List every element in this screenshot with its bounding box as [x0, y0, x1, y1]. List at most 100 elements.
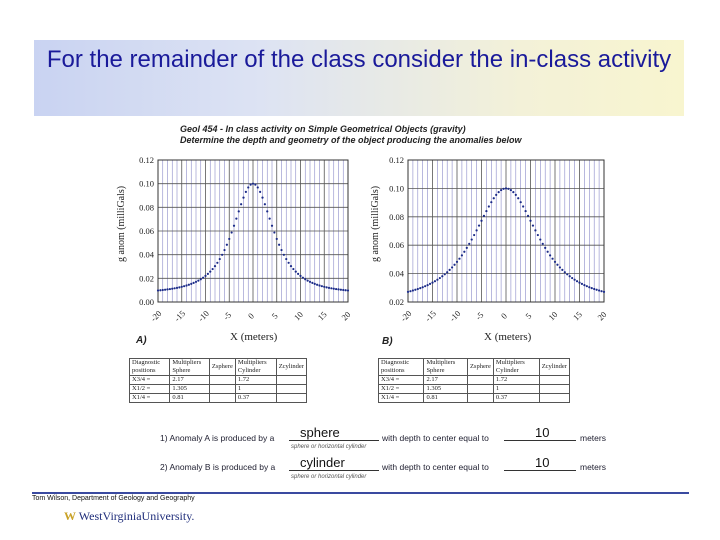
table-cell[interactable]	[275, 393, 308, 403]
table-cell: X1/4 =	[128, 393, 171, 403]
data-point	[593, 287, 596, 291]
data-point	[259, 190, 262, 194]
chart-a-panel-label: A)	[136, 335, 147, 346]
data-point	[339, 288, 342, 291]
data-point	[602, 290, 606, 293]
data-point	[463, 250, 466, 253]
data-point	[175, 286, 179, 289]
answer-b-type-blank[interactable]	[289, 470, 379, 471]
data-point	[313, 282, 316, 285]
data-point	[519, 201, 522, 204]
data-point	[346, 289, 350, 292]
x-tick-label: -10	[447, 308, 462, 323]
data-point	[465, 246, 468, 250]
table-cell[interactable]	[466, 375, 494, 385]
data-point	[580, 282, 584, 285]
data-point	[180, 285, 183, 288]
data-point	[426, 283, 429, 287]
data-point	[571, 276, 574, 280]
table-cell[interactable]	[208, 393, 236, 403]
data-point	[285, 257, 288, 261]
data-point	[211, 267, 214, 271]
table-cell[interactable]	[538, 375, 571, 385]
data-point	[546, 250, 549, 253]
data-point	[311, 281, 314, 285]
data-point	[204, 274, 207, 278]
data-point	[551, 257, 554, 260]
data-point	[455, 260, 459, 263]
data-point	[263, 203, 266, 206]
answer-b-depth-blank[interactable]	[504, 470, 576, 471]
data-point	[512, 191, 515, 194]
data-point	[289, 265, 293, 268]
data-point	[424, 285, 427, 288]
data-point	[202, 276, 205, 279]
data-point	[199, 278, 202, 281]
university-logo: W WestVirginiaUniversity.	[64, 509, 194, 524]
data-point	[600, 290, 603, 293]
data-point	[578, 281, 581, 284]
table-cell[interactable]	[208, 375, 236, 385]
data-point	[232, 224, 236, 227]
table-cell[interactable]	[275, 384, 308, 394]
table-cell[interactable]	[538, 393, 571, 403]
data-point	[292, 267, 295, 271]
data-point	[251, 182, 255, 185]
data-point	[590, 287, 593, 290]
x-tick-label: -20	[398, 308, 413, 323]
data-point	[183, 285, 186, 288]
y-tick-label: 0.04	[389, 269, 405, 279]
data-point	[507, 187, 510, 190]
table-row: X1/4 = 0.81 0.37	[128, 393, 308, 403]
table-cell: 1.72	[234, 375, 277, 385]
y-tick-label: 0.00	[139, 297, 154, 307]
data-point	[416, 287, 419, 291]
diagnostic-table-a: Diagnostic positions Multipliers Sphere …	[128, 358, 308, 403]
data-point	[225, 243, 228, 246]
table-cell[interactable]	[275, 375, 308, 385]
data-point	[320, 285, 323, 288]
table-header-cell: Diagnostic positions	[128, 358, 171, 376]
data-point	[443, 273, 446, 276]
title-band	[34, 40, 684, 116]
data-point	[304, 278, 307, 281]
data-point	[323, 285, 326, 288]
table-cell[interactable]	[466, 384, 494, 394]
footer-credit: Tom Wilson, Department of Geology and Ge…	[32, 495, 195, 502]
table-cell[interactable]	[208, 384, 236, 394]
table-cell: 1.305	[423, 384, 468, 394]
data-point	[585, 285, 588, 288]
answer-a-depth-blank[interactable]	[504, 440, 576, 441]
data-point	[337, 288, 340, 291]
chart-a-xlabel: X (meters)	[230, 331, 278, 343]
answer-a-type-blank[interactable]	[289, 440, 379, 441]
table-cell: 2.17	[169, 375, 210, 385]
data-point	[421, 286, 424, 289]
y-tick-label: 0.04	[139, 250, 155, 260]
x-tick-label: 10	[292, 309, 305, 322]
data-point	[451, 266, 454, 269]
data-point	[223, 248, 226, 252]
y-tick-label: 0.12	[139, 155, 154, 165]
data-point	[273, 231, 276, 234]
table-header-cell: Multipliers Sphere	[169, 358, 210, 376]
y-tick-label: 0.10	[389, 183, 404, 193]
question-a-prefix: 1) Anomaly A is produced by a	[160, 433, 275, 443]
data-point	[280, 248, 283, 252]
table-cell: X1/2 =	[377, 384, 425, 394]
table-cell[interactable]	[538, 384, 571, 394]
data-point	[306, 279, 309, 282]
table-header-cell: Zsphere	[466, 358, 494, 376]
table-cell[interactable]	[466, 393, 494, 403]
table-row: X1/4 = 0.81 0.37	[377, 393, 571, 403]
data-point	[477, 224, 481, 227]
data-point	[566, 273, 569, 276]
chart-b-panel-label: B)	[382, 336, 393, 347]
data-point	[190, 282, 193, 285]
data-point	[470, 238, 473, 241]
units-b: meters	[580, 462, 606, 472]
table-cell: 0.81	[169, 393, 210, 403]
data-point	[185, 284, 188, 287]
x-tick-label: -5	[221, 310, 233, 322]
table-header-cell: Multipliers Sphere	[423, 358, 468, 376]
